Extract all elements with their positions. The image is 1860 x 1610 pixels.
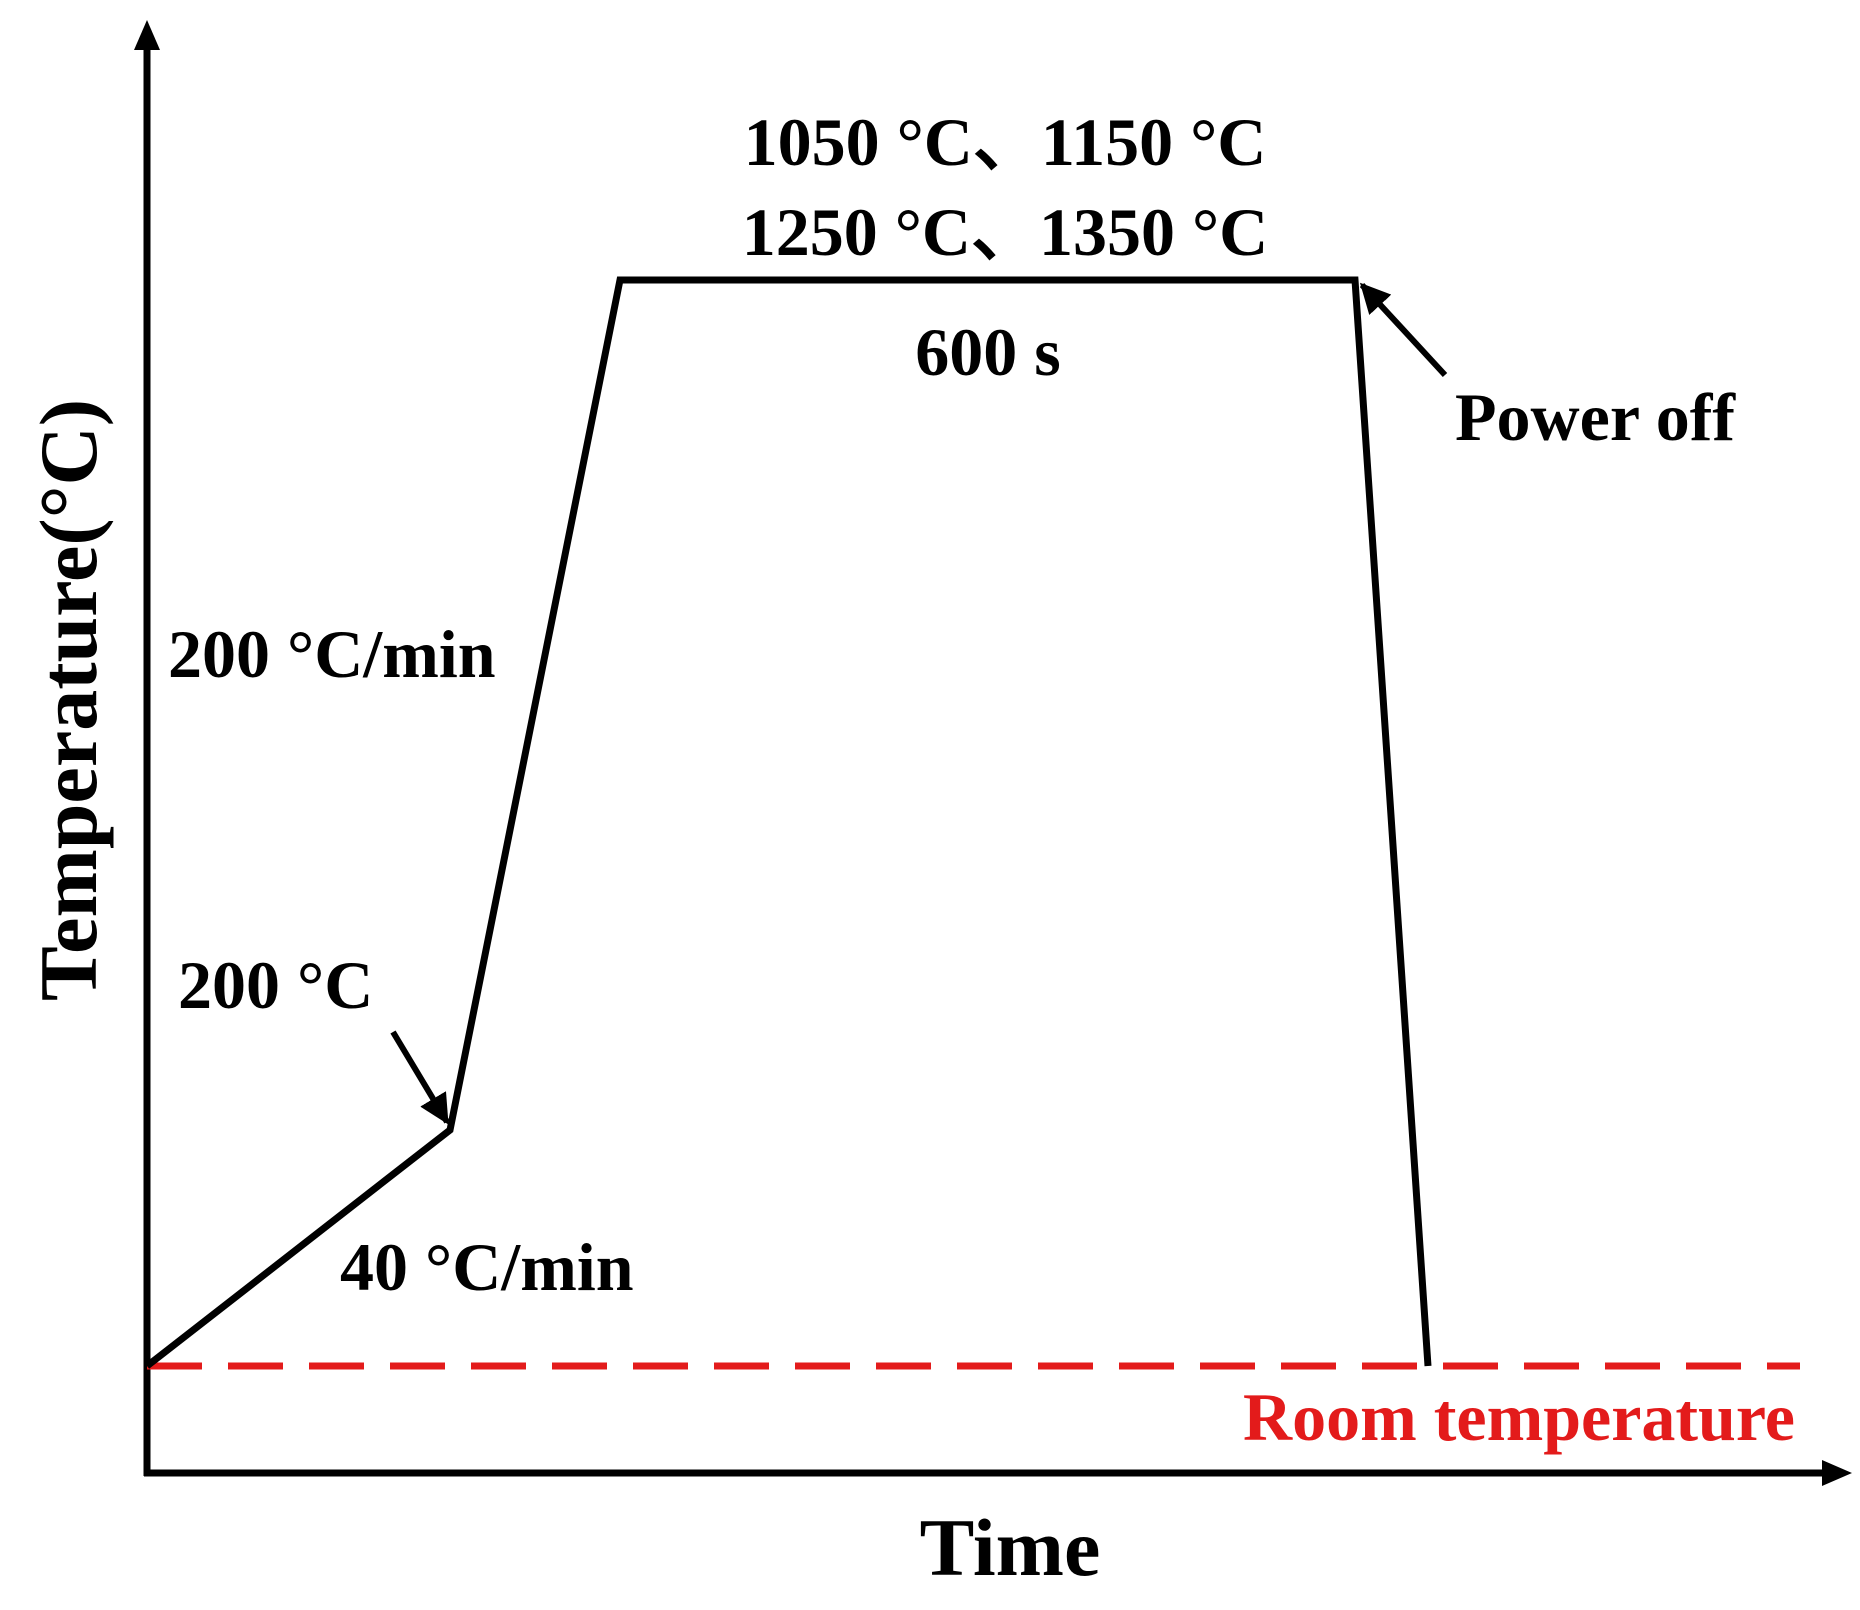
y-axis-label: Temperature(°C) — [23, 399, 114, 1001]
fast-heating-rate-label: 200 °C/min — [168, 616, 496, 692]
hold-temperatures-line1: 1050 °C、1150 °C — [744, 104, 1267, 180]
intermediate-temp-arrow — [390, 1030, 450, 1125]
power-off-label: Power off — [1455, 379, 1736, 455]
y-axis-arrowhead — [134, 20, 160, 50]
slow-heating-rate-label: 40 °C/min — [340, 1229, 634, 1305]
x-axis-label: Time — [920, 1502, 1101, 1593]
hold-temperatures-line2: 1250 °C、1350 °C — [742, 194, 1269, 270]
intermediate-temperature-label: 200 °C — [178, 947, 373, 1023]
power-off-arrow — [1359, 282, 1448, 378]
room-temperature-label: Room temperature — [1243, 1379, 1795, 1455]
hold-time-label: 600 s — [915, 314, 1060, 390]
x-axis-arrowhead — [1822, 1460, 1852, 1486]
temperature-profile-curve — [144, 276, 1432, 1369]
